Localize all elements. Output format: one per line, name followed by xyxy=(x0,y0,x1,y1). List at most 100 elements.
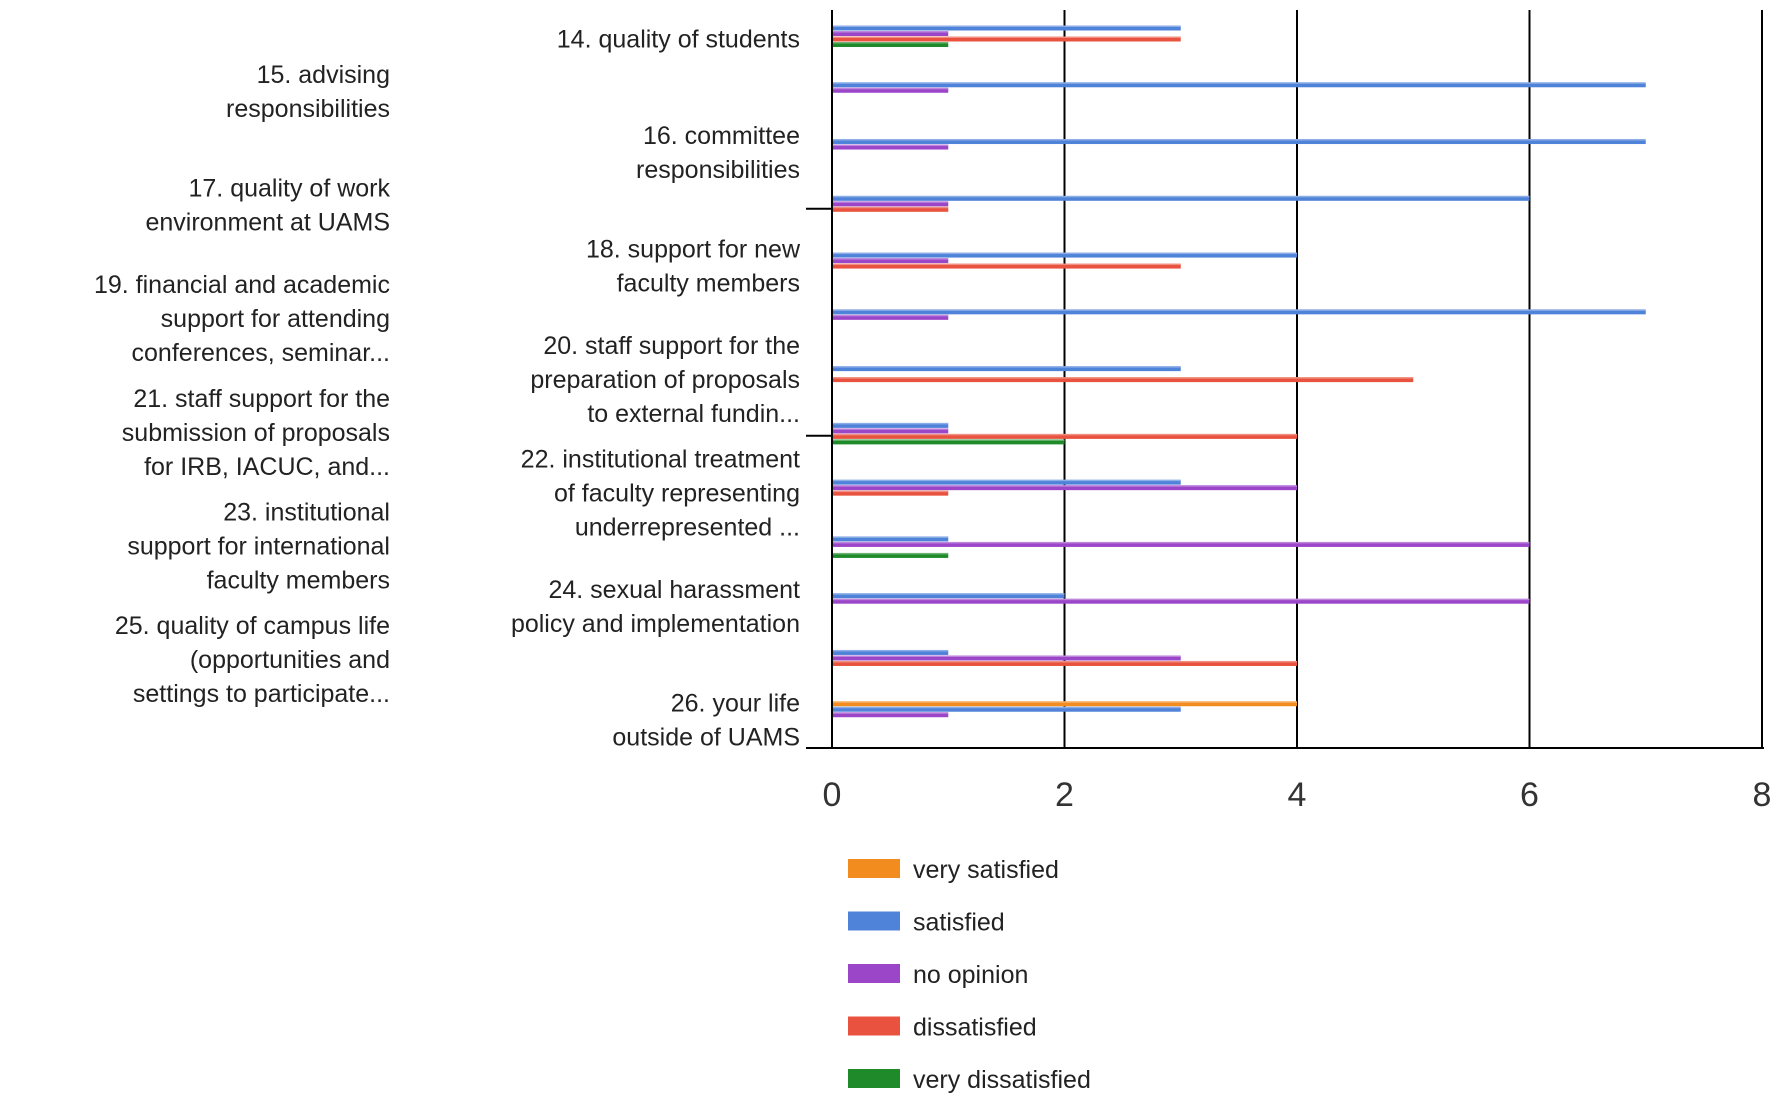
x-tick-labels: 0 2 4 6 8 xyxy=(823,776,1772,814)
bar-highlight xyxy=(832,201,949,203)
bar-highlight xyxy=(832,195,1530,198)
bar-highlight xyxy=(832,139,1646,141)
bar-highlight xyxy=(832,536,949,538)
bar-highlight xyxy=(832,706,1181,709)
bars xyxy=(832,25,1646,718)
bar-dissatisfied-1 xyxy=(832,36,1181,42)
legend-label-dissatisfied: dissatisfied xyxy=(913,1014,1037,1042)
bar-highlight xyxy=(832,490,949,493)
bar-highlight xyxy=(832,82,1646,84)
legend-swatch-dissatisfied xyxy=(848,1016,900,1036)
category-labels: 14. quality of students 15. advising respo… xyxy=(94,25,801,751)
bar-satisfied-3 xyxy=(832,139,1646,145)
bar-satisfied-8 xyxy=(832,422,949,428)
bar-highlight xyxy=(832,25,1181,27)
bar-highlight xyxy=(832,541,1530,544)
bar-highlight xyxy=(832,598,1530,601)
bar-dissatisfied-7 xyxy=(832,377,1414,383)
x-tick-label: 2 xyxy=(1055,776,1074,814)
bar-highlight xyxy=(832,439,1065,441)
category-label: 17. quality of work environment at UAMS xyxy=(145,175,390,237)
category-label: 24. sexual harassment policy and implemen… xyxy=(511,576,800,638)
bar-highlight xyxy=(832,36,1181,38)
bar-satisfied-13 xyxy=(832,706,1181,712)
x-tick-label: 0 xyxy=(823,776,842,814)
bar-highlight xyxy=(832,433,1297,436)
bar-highlight xyxy=(832,42,949,44)
legend: very satisfied satisfied no opinion dissati… xyxy=(848,856,1091,1094)
bar-no-opinion-2 xyxy=(832,87,949,93)
category-label: 21. staff support for the submission of p… xyxy=(122,385,390,481)
bar-no-opinion-9 xyxy=(832,485,1297,491)
category-label: 19. financial and academic support for at… xyxy=(94,271,390,367)
bar-satisfied-1 xyxy=(832,25,1181,31)
bar-highlight xyxy=(832,258,949,260)
category-label: 23. institutional support for internation… xyxy=(127,498,390,594)
legend-label-satisfied: satisfied xyxy=(913,909,1005,937)
bar-no-opinion-5 xyxy=(832,258,949,264)
bar-satisfied-7 xyxy=(832,366,1181,372)
category-label: 16. committee responsibilities xyxy=(636,122,800,184)
bar-highlight xyxy=(832,485,1297,487)
bar-no-opinion-6 xyxy=(832,314,949,320)
bar-highlight xyxy=(832,660,1297,663)
bar-no-opinion-8 xyxy=(832,428,949,434)
bar-highlight xyxy=(832,377,1414,379)
x-tick-label: 6 xyxy=(1520,776,1539,814)
bar-highlight xyxy=(832,263,1181,266)
bar-highlight xyxy=(832,309,1646,311)
x-tick-label: 4 xyxy=(1288,776,1307,814)
bar-satisfied-11 xyxy=(832,593,1065,599)
bar-dissatisfied-9 xyxy=(832,490,949,496)
category-label: 20. staff support for the preparation of … xyxy=(530,332,800,428)
bar-highlight xyxy=(832,593,1065,595)
bar-satisfied-6 xyxy=(832,309,1646,315)
bar-highlight xyxy=(832,649,949,652)
bar-no-opinion-4 xyxy=(832,201,949,207)
bar-very-dissatisfied-10 xyxy=(832,552,949,558)
bar-highlight xyxy=(832,31,949,33)
category-label: 26. your life outside of UAMS xyxy=(612,690,800,752)
legend-label-no-opinion: no opinion xyxy=(913,961,1028,989)
bar-highlight xyxy=(832,206,949,209)
category-label: 18. support for new faculty members xyxy=(586,235,801,297)
bar-dissatisfied-4 xyxy=(832,206,949,212)
category-label: 15. advising responsibilities xyxy=(226,61,390,123)
bar-very-dissatisfied-8 xyxy=(832,439,1065,445)
bar-highlight xyxy=(832,479,1181,482)
bar-no-opinion-13 xyxy=(832,712,949,718)
bar-dissatisfied-8 xyxy=(832,433,1297,439)
bar-highlight xyxy=(832,366,1181,368)
bar-no-opinion-12 xyxy=(832,655,1181,661)
bar-no-opinion-11 xyxy=(832,598,1530,604)
axes xyxy=(806,10,1764,749)
legend-label-very-satisfied: very satisfied xyxy=(913,856,1059,884)
bar-highlight xyxy=(832,655,1181,657)
bar-highlight xyxy=(832,144,949,147)
bar-highlight xyxy=(832,87,949,90)
legend-swatch-very-satisfied xyxy=(848,859,900,878)
bar-satisfied-4 xyxy=(832,195,1530,201)
bar-highlight xyxy=(832,428,949,430)
bar-highlight xyxy=(832,701,1297,703)
legend-label-very-dissatisfied: very dissatisfied xyxy=(913,1066,1091,1094)
bar-dissatisfied-5 xyxy=(832,263,1181,269)
bar-satisfied-10 xyxy=(832,536,949,542)
legend-swatch-very-dissatisfied xyxy=(848,1069,900,1088)
bar-satisfied-9 xyxy=(832,479,1181,485)
legend-swatch-satisfied xyxy=(848,911,900,931)
bar-highlight xyxy=(832,314,949,317)
bar-dissatisfied-12 xyxy=(832,660,1297,666)
legend-swatch-no-opinion xyxy=(848,964,900,983)
bar-highlight xyxy=(832,552,949,555)
category-label: 14. quality of students xyxy=(557,25,800,53)
bar-no-opinion-3 xyxy=(832,144,949,150)
x-tick-label: 8 xyxy=(1753,776,1772,814)
bar-highlight xyxy=(832,422,949,425)
bar-satisfied-2 xyxy=(832,82,1646,88)
bar-highlight xyxy=(832,252,1297,255)
bar-satisfied-12 xyxy=(832,649,949,655)
bar-highlight xyxy=(832,712,949,714)
